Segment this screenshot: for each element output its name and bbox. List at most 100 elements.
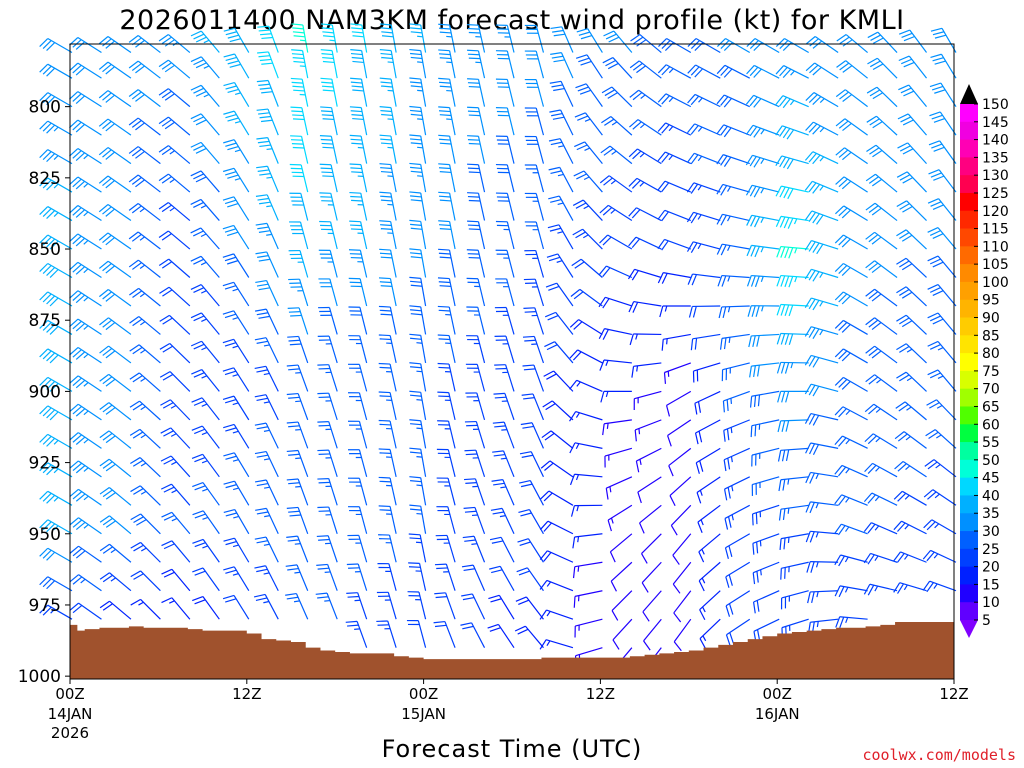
wind-barb bbox=[130, 485, 161, 506]
wind-barb bbox=[190, 84, 220, 108]
colorbar-label-80: 80 bbox=[982, 346, 1000, 362]
wind-barb bbox=[317, 477, 338, 506]
wind-barb bbox=[289, 163, 309, 193]
wind-barb bbox=[467, 78, 486, 107]
wind-barb bbox=[438, 220, 456, 250]
wind-barb bbox=[69, 602, 102, 620]
wind-barb bbox=[542, 400, 574, 421]
wind-barb bbox=[752, 561, 780, 585]
colorbar-label-50: 50 bbox=[982, 453, 1000, 469]
wind-barb bbox=[129, 428, 161, 449]
wind-barb bbox=[69, 204, 102, 222]
wind-barb bbox=[519, 451, 545, 478]
colorbar-label-10: 10 bbox=[982, 595, 1000, 611]
wind-barb bbox=[806, 561, 839, 573]
wind-barb bbox=[522, 364, 545, 392]
wind-barb bbox=[698, 561, 721, 592]
wind-barb bbox=[865, 317, 898, 335]
wind-barb bbox=[318, 278, 338, 307]
wind-barb bbox=[39, 490, 73, 506]
wind-barb bbox=[804, 354, 839, 368]
wind-barb bbox=[494, 364, 515, 392]
wind-barb bbox=[379, 134, 397, 164]
wind-barb bbox=[254, 479, 279, 506]
wind-barb bbox=[190, 170, 220, 193]
wind-barb bbox=[223, 537, 250, 563]
wind-barb bbox=[745, 124, 780, 138]
wind-barb bbox=[864, 462, 898, 478]
wind-barb bbox=[379, 106, 397, 136]
wind-barb bbox=[345, 620, 368, 648]
wind-barb bbox=[190, 198, 220, 221]
wind-barb bbox=[603, 30, 633, 53]
wind-barb bbox=[254, 365, 279, 392]
wind-barb bbox=[467, 24, 486, 53]
wind-barb bbox=[487, 623, 515, 649]
colorbar-label-150: 150 bbox=[982, 97, 1009, 113]
wind-barb bbox=[602, 57, 633, 79]
wind-barb bbox=[254, 450, 279, 478]
wind-barb bbox=[544, 341, 574, 364]
wind-barb bbox=[99, 345, 132, 364]
wind-barb bbox=[285, 592, 309, 620]
credit-text[interactable]: coolwx.com/models bbox=[862, 746, 1016, 764]
colorbar-label-145: 145 bbox=[982, 115, 1009, 131]
wind-barb bbox=[160, 427, 191, 449]
wind-barb bbox=[39, 519, 73, 535]
wind-barb bbox=[223, 27, 250, 53]
wind-barb bbox=[438, 134, 456, 164]
wind-barb bbox=[805, 62, 839, 79]
wind-barb bbox=[378, 305, 397, 335]
wind-barb bbox=[863, 552, 898, 565]
wind-barb bbox=[379, 163, 397, 193]
wind-barb bbox=[347, 534, 368, 563]
wind-barb bbox=[834, 494, 868, 506]
wind-barb bbox=[437, 420, 456, 449]
wind-barb bbox=[350, 23, 368, 53]
wind-barb bbox=[716, 94, 750, 108]
wind-barb bbox=[926, 399, 957, 421]
wind-barb bbox=[749, 390, 780, 408]
wind-barb bbox=[254, 394, 279, 421]
wind-barb bbox=[407, 591, 427, 620]
wind-barb bbox=[98, 118, 132, 136]
wind-barb bbox=[158, 258, 191, 278]
y-tick-label-1000: 1000 bbox=[18, 667, 61, 687]
wind-barb bbox=[865, 173, 898, 193]
wind-barb bbox=[190, 312, 220, 335]
wind-barb bbox=[777, 419, 809, 433]
wind-barb bbox=[896, 286, 927, 307]
wind-barb bbox=[637, 476, 662, 504]
wind-barb bbox=[865, 260, 898, 278]
wind-barb bbox=[834, 234, 868, 250]
colorbar-label-30: 30 bbox=[982, 524, 1000, 540]
wind-barb bbox=[319, 220, 338, 250]
wind-barb bbox=[256, 165, 279, 193]
wind-barb bbox=[835, 118, 868, 136]
x-axis-title: Forecast Time (UTC) bbox=[382, 735, 643, 763]
wind-barb bbox=[69, 488, 102, 506]
wind-barb bbox=[699, 590, 721, 621]
wind-barb bbox=[642, 590, 662, 622]
wind-barb bbox=[317, 335, 338, 364]
wind-barb bbox=[319, 163, 338, 193]
wind-barb bbox=[223, 480, 250, 506]
wind-barb bbox=[161, 568, 191, 592]
wind-barb bbox=[409, 105, 427, 136]
wind-barb bbox=[192, 538, 220, 563]
wind-barb bbox=[39, 206, 73, 222]
wind-barb bbox=[751, 447, 780, 467]
wind-barb bbox=[658, 38, 692, 54]
wind-barb bbox=[438, 191, 456, 221]
wind-barb bbox=[923, 519, 957, 535]
wind-barb bbox=[494, 335, 515, 364]
wind-barb bbox=[927, 369, 957, 392]
wind-barb bbox=[129, 400, 161, 421]
colorbar-segment-0 bbox=[960, 104, 978, 123]
wind-barb bbox=[570, 288, 603, 307]
wind-barb bbox=[159, 371, 191, 392]
wind-barb bbox=[865, 345, 898, 364]
wind-barb bbox=[672, 561, 692, 594]
wind-barb bbox=[804, 240, 839, 255]
colorbar-label-35: 35 bbox=[982, 506, 1000, 522]
